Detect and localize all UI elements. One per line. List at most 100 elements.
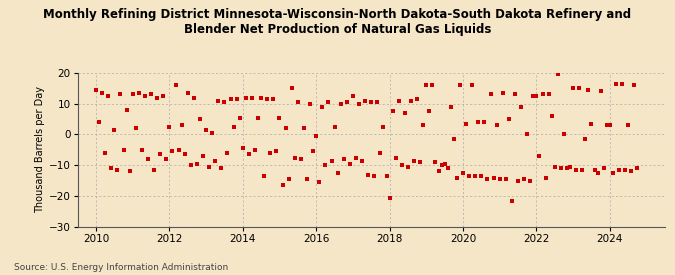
Point bbox=[568, 86, 578, 90]
Point bbox=[454, 83, 465, 87]
Point bbox=[240, 95, 251, 100]
Point bbox=[246, 95, 257, 100]
Point bbox=[238, 146, 248, 150]
Point bbox=[384, 196, 395, 200]
Point bbox=[485, 92, 496, 97]
Point bbox=[310, 134, 321, 138]
Point bbox=[433, 169, 444, 174]
Point bbox=[342, 100, 352, 104]
Point bbox=[244, 152, 254, 157]
Point bbox=[482, 177, 493, 181]
Point bbox=[396, 163, 407, 167]
Point bbox=[611, 81, 622, 86]
Point bbox=[216, 166, 227, 170]
Point bbox=[134, 91, 144, 95]
Point bbox=[452, 175, 462, 180]
Point bbox=[528, 94, 539, 98]
Point bbox=[234, 115, 245, 120]
Point bbox=[360, 98, 371, 103]
Point bbox=[565, 165, 576, 169]
Point bbox=[408, 158, 419, 163]
Point bbox=[614, 168, 624, 172]
Point bbox=[97, 91, 107, 95]
Point bbox=[580, 137, 591, 141]
Point bbox=[176, 123, 187, 127]
Point bbox=[522, 132, 533, 137]
Point bbox=[136, 148, 147, 152]
Point bbox=[290, 155, 300, 160]
Point bbox=[140, 94, 151, 98]
Point bbox=[225, 97, 236, 101]
Point bbox=[406, 98, 416, 103]
Point bbox=[412, 97, 423, 101]
Point bbox=[439, 161, 450, 166]
Point bbox=[146, 92, 157, 97]
Point bbox=[531, 94, 542, 98]
Point bbox=[402, 165, 413, 169]
Point bbox=[350, 155, 361, 160]
Point bbox=[302, 177, 313, 181]
Point bbox=[348, 94, 358, 98]
Point bbox=[268, 97, 279, 101]
Point bbox=[516, 104, 526, 109]
Point bbox=[112, 168, 123, 172]
Point bbox=[109, 128, 119, 132]
Point bbox=[418, 123, 429, 127]
Point bbox=[623, 123, 634, 127]
Point bbox=[210, 158, 221, 163]
Point bbox=[94, 120, 105, 124]
Point bbox=[314, 180, 325, 185]
Point bbox=[629, 83, 640, 87]
Point bbox=[488, 175, 499, 180]
Point bbox=[90, 88, 101, 92]
Point bbox=[262, 97, 273, 101]
Point bbox=[186, 163, 196, 167]
Point bbox=[228, 125, 239, 129]
Point bbox=[617, 81, 628, 86]
Point bbox=[473, 120, 484, 124]
Point bbox=[106, 166, 117, 170]
Point bbox=[252, 115, 263, 120]
Point bbox=[586, 122, 597, 126]
Point bbox=[298, 126, 309, 131]
Point bbox=[280, 126, 291, 131]
Point bbox=[595, 89, 606, 94]
Point bbox=[155, 152, 165, 157]
Point bbox=[577, 168, 588, 172]
Point bbox=[192, 161, 202, 166]
Point bbox=[286, 86, 297, 90]
Point bbox=[173, 148, 184, 152]
Point bbox=[128, 92, 138, 97]
Point bbox=[479, 120, 490, 124]
Point bbox=[552, 72, 563, 77]
Point bbox=[265, 151, 275, 155]
Text: Monthly Refining District Minnesota-Wisconsin-North Dakota-South Dakota Refinery: Monthly Refining District Minnesota-Wisc… bbox=[43, 8, 632, 36]
Point bbox=[118, 148, 129, 152]
Point bbox=[323, 100, 334, 104]
Text: Source: U.S. Energy Information Administration: Source: U.S. Energy Information Administ… bbox=[14, 263, 227, 272]
Point bbox=[598, 166, 609, 170]
Point bbox=[204, 165, 215, 169]
Point bbox=[130, 126, 141, 131]
Point bbox=[148, 168, 159, 172]
Point bbox=[387, 109, 398, 114]
Point bbox=[513, 178, 524, 183]
Point bbox=[375, 151, 386, 155]
Point bbox=[121, 108, 132, 112]
Point bbox=[167, 149, 178, 154]
Point bbox=[601, 123, 612, 127]
Point bbox=[274, 115, 285, 120]
Point bbox=[381, 174, 392, 178]
Point bbox=[558, 132, 569, 137]
Point bbox=[562, 166, 572, 170]
Point bbox=[182, 91, 193, 95]
Point bbox=[592, 171, 603, 175]
Point bbox=[369, 174, 380, 178]
Point bbox=[589, 168, 600, 172]
Point bbox=[448, 137, 459, 141]
Point bbox=[124, 169, 135, 174]
Point bbox=[320, 163, 331, 167]
Point bbox=[222, 151, 233, 155]
Point bbox=[494, 177, 505, 181]
Point bbox=[500, 177, 511, 181]
